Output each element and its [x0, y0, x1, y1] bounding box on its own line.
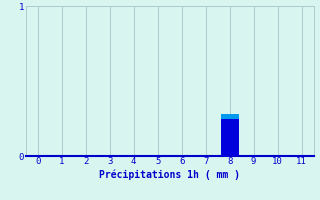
Bar: [220, 114, 239, 156]
X-axis label: Précipitations 1h ( mm ): Précipitations 1h ( mm ): [99, 169, 240, 180]
Bar: [220, 114, 239, 119]
